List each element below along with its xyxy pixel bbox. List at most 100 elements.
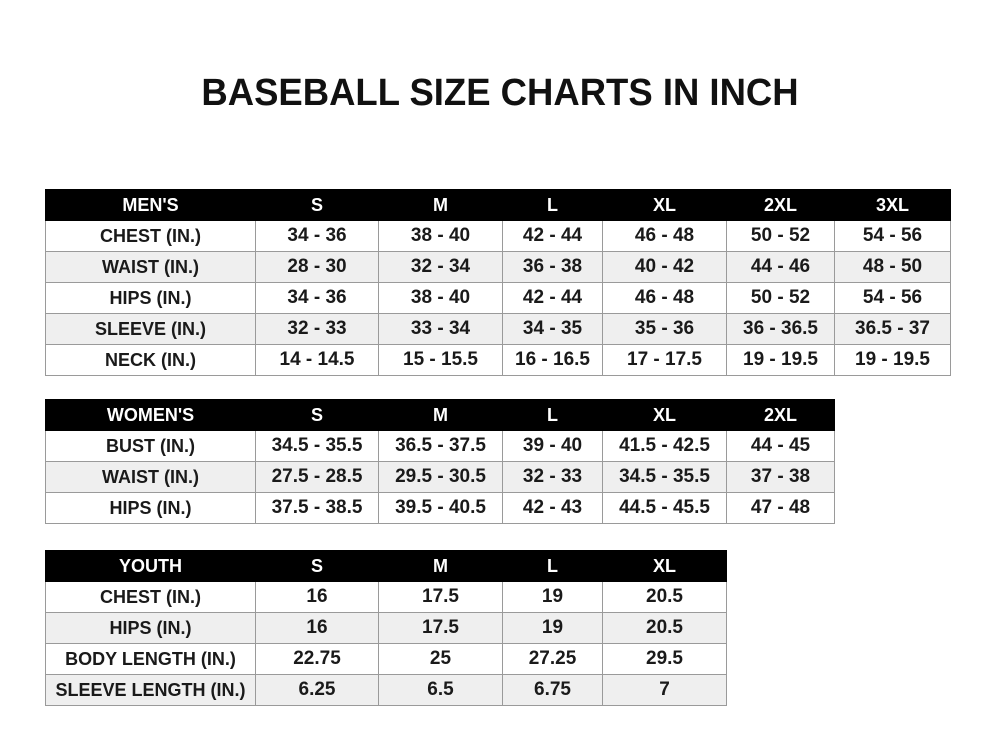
size-header: L xyxy=(502,550,603,582)
table-row: SLEEVE LENGTH (IN.) 6.25 6.5 6.75 7 xyxy=(45,674,727,706)
size-value: 32 - 33 xyxy=(502,461,603,493)
size-value: 7 xyxy=(602,674,727,706)
size-value: 38 - 40 xyxy=(378,220,503,252)
size-value: 54 - 56 xyxy=(834,220,951,252)
size-value: 25 xyxy=(378,643,503,675)
size-value: 6.5 xyxy=(378,674,503,706)
table-row: CHEST (IN.) 34 - 36 38 - 40 42 - 44 46 - 48 5… xyxy=(45,220,951,252)
size-value: 33 - 34 xyxy=(378,313,503,345)
table-row: HIPS (IN.) 34 - 36 38 - 40 42 - 44 46 - 48 50… xyxy=(45,282,951,314)
size-header: M xyxy=(378,189,503,221)
size-value: 37.5 - 38.5 xyxy=(255,492,379,524)
size-header: M xyxy=(378,550,503,582)
size-value: 41.5 - 42.5 xyxy=(602,430,727,462)
page-title: BASEBALL SIZE CHARTS IN INCH xyxy=(201,72,799,114)
header-row: YOUTH S M L XL xyxy=(45,550,727,582)
measurement-label: WAIST (IN.) xyxy=(45,251,256,283)
size-header: S xyxy=(255,550,379,582)
measurement-label: NECK (IN.) xyxy=(45,344,256,376)
measurement-label: HIPS (IN.) xyxy=(45,492,256,524)
size-value: 34 - 36 xyxy=(255,220,379,252)
measurement-label: HIPS (IN.) xyxy=(45,612,256,644)
size-value: 44 - 46 xyxy=(726,251,835,283)
table-row: SLEEVE (IN.) 32 - 33 33 - 34 34 - 35 35 - 36… xyxy=(45,313,951,345)
size-value: 32 - 33 xyxy=(255,313,379,345)
size-header: 2XL xyxy=(726,399,835,431)
measurement-label: HIPS (IN.) xyxy=(45,282,256,314)
size-value: 46 - 48 xyxy=(602,220,727,252)
size-header: 2XL xyxy=(726,189,835,221)
table-row: BODY LENGTH (IN.) 22.75 25 27.25 29.5 xyxy=(45,643,727,675)
size-value: 16 xyxy=(255,581,379,613)
table-row: WAIST (IN.) 28 - 30 32 - 34 36 - 38 40 - 42 4… xyxy=(45,251,951,283)
size-value: 34.5 - 35.5 xyxy=(602,461,727,493)
size-value: 17.5 xyxy=(378,612,503,644)
measurement-label: CHEST (IN.) xyxy=(45,581,256,613)
table-row: WAIST (IN.) 27.5 - 28.5 29.5 - 30.5 32 - 33… xyxy=(45,461,835,493)
size-value: 19 - 19.5 xyxy=(726,344,835,376)
size-value: 29.5 xyxy=(602,643,727,675)
size-value: 54 - 56 xyxy=(834,282,951,314)
measurement-label: BUST (IN.) xyxy=(45,430,256,462)
size-value: 44.5 - 45.5 xyxy=(602,492,727,524)
size-value: 36 - 36.5 xyxy=(726,313,835,345)
size-value: 42 - 43 xyxy=(502,492,603,524)
size-value: 19 xyxy=(502,581,603,613)
size-header: S xyxy=(255,189,379,221)
size-value: 19 xyxy=(502,612,603,644)
size-value: 6.25 xyxy=(255,674,379,706)
size-header: M xyxy=(378,399,503,431)
size-value: 46 - 48 xyxy=(602,282,727,314)
size-value: 35 - 36 xyxy=(602,313,727,345)
size-header: S xyxy=(255,399,379,431)
size-value: 34 - 36 xyxy=(255,282,379,314)
size-value: 19 - 19.5 xyxy=(834,344,951,376)
size-value: 16 - 16.5 xyxy=(502,344,603,376)
size-value: 15 - 15.5 xyxy=(378,344,503,376)
size-header: XL xyxy=(602,550,727,582)
size-value: 6.75 xyxy=(502,674,603,706)
size-header: XL xyxy=(602,399,727,431)
size-value: 27.25 xyxy=(502,643,603,675)
size-header: XL xyxy=(602,189,727,221)
size-value: 48 - 50 xyxy=(834,251,951,283)
size-value: 34.5 - 35.5 xyxy=(255,430,379,462)
size-value: 36.5 - 37 xyxy=(834,313,951,345)
size-value: 29.5 - 30.5 xyxy=(378,461,503,493)
size-value: 17.5 xyxy=(378,581,503,613)
size-header: L xyxy=(502,399,603,431)
size-value: 42 - 44 xyxy=(502,220,603,252)
header-row: MEN'S S M L XL 2XL 3XL xyxy=(45,189,951,221)
size-value: 20.5 xyxy=(602,581,727,613)
table-row: HIPS (IN.) 37.5 - 38.5 39.5 - 40.5 42 - 43 4… xyxy=(45,492,835,524)
header-row: WOMEN'S S M L XL 2XL xyxy=(45,399,835,431)
size-value: 28 - 30 xyxy=(255,251,379,283)
size-value: 44 - 45 xyxy=(726,430,835,462)
size-value: 38 - 40 xyxy=(378,282,503,314)
size-value: 36.5 - 37.5 xyxy=(378,430,503,462)
measurement-label: CHEST (IN.) xyxy=(45,220,256,252)
size-value: 47 - 48 xyxy=(726,492,835,524)
table-row: HIPS (IN.) 16 17.5 19 20.5 xyxy=(45,612,727,644)
size-value: 37 - 38 xyxy=(726,461,835,493)
size-value: 17 - 17.5 xyxy=(602,344,727,376)
size-value: 16 xyxy=(255,612,379,644)
size-header: L xyxy=(502,189,603,221)
size-value: 32 - 34 xyxy=(378,251,503,283)
table-row: BUST (IN.) 34.5 - 35.5 36.5 - 37.5 39 - 40 4… xyxy=(45,430,835,462)
size-header: 3XL xyxy=(834,189,951,221)
size-value: 22.75 xyxy=(255,643,379,675)
youth-size-table: YOUTH S M L XL CHEST (IN.) 16 17.5 19 20.5 HIPS (I… xyxy=(45,550,727,706)
size-value: 27.5 - 28.5 xyxy=(255,461,379,493)
category-header: WOMEN'S xyxy=(45,399,256,431)
table-row: NECK (IN.) 14 - 14.5 15 - 15.5 16 - 16.5 17 … xyxy=(45,344,951,376)
size-value: 39 - 40 xyxy=(502,430,603,462)
category-header: MEN'S xyxy=(45,189,256,221)
size-value: 14 - 14.5 xyxy=(255,344,379,376)
size-value: 39.5 - 40.5 xyxy=(378,492,503,524)
table-row: CHEST (IN.) 16 17.5 19 20.5 xyxy=(45,581,727,613)
mens-size-table: MEN'S S M L XL 2XL 3XL CHEST (IN.) 34 - 36 38 - 4… xyxy=(45,189,951,376)
measurement-label: WAIST (IN.) xyxy=(45,461,256,493)
size-value: 36 - 38 xyxy=(502,251,603,283)
womens-size-table: WOMEN'S S M L XL 2XL BUST (IN.) 34.5 - 35.5 36.5… xyxy=(45,399,835,524)
